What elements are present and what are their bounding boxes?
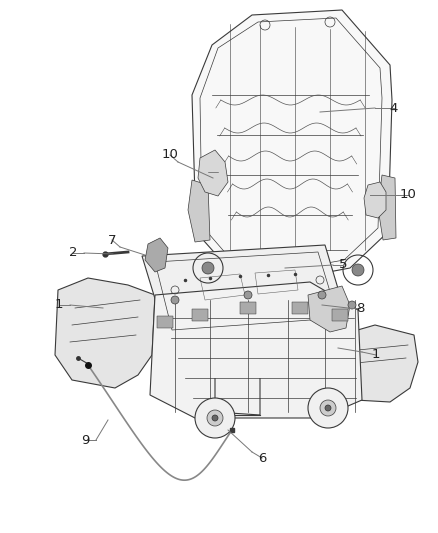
Text: 7: 7 bbox=[108, 233, 116, 246]
Circle shape bbox=[212, 415, 218, 421]
Polygon shape bbox=[328, 325, 418, 402]
Text: 4: 4 bbox=[390, 101, 398, 115]
Text: 5: 5 bbox=[339, 259, 347, 271]
Polygon shape bbox=[292, 302, 308, 314]
Polygon shape bbox=[378, 175, 396, 240]
Polygon shape bbox=[188, 180, 210, 242]
Polygon shape bbox=[308, 286, 350, 332]
Polygon shape bbox=[192, 10, 392, 274]
Text: 8: 8 bbox=[356, 302, 364, 314]
Circle shape bbox=[320, 400, 336, 416]
Text: 6: 6 bbox=[258, 451, 266, 464]
Circle shape bbox=[318, 291, 326, 299]
Text: 10: 10 bbox=[162, 149, 178, 161]
Polygon shape bbox=[150, 282, 362, 418]
Circle shape bbox=[195, 398, 235, 438]
Text: 10: 10 bbox=[399, 189, 417, 201]
Circle shape bbox=[202, 262, 214, 274]
Circle shape bbox=[308, 388, 348, 428]
Circle shape bbox=[325, 405, 331, 411]
Text: 2: 2 bbox=[69, 246, 77, 260]
Polygon shape bbox=[145, 238, 168, 272]
Circle shape bbox=[207, 410, 223, 426]
Text: 1: 1 bbox=[372, 349, 380, 361]
Polygon shape bbox=[198, 150, 228, 196]
Polygon shape bbox=[142, 245, 348, 335]
Polygon shape bbox=[157, 316, 173, 328]
Polygon shape bbox=[364, 182, 386, 218]
Circle shape bbox=[244, 291, 252, 299]
Text: 9: 9 bbox=[81, 433, 89, 447]
Circle shape bbox=[352, 264, 364, 276]
Polygon shape bbox=[55, 278, 155, 388]
Polygon shape bbox=[240, 302, 256, 314]
Polygon shape bbox=[192, 309, 208, 321]
Circle shape bbox=[348, 301, 356, 309]
Polygon shape bbox=[332, 309, 348, 321]
Circle shape bbox=[171, 296, 179, 304]
Text: 1: 1 bbox=[55, 298, 63, 311]
